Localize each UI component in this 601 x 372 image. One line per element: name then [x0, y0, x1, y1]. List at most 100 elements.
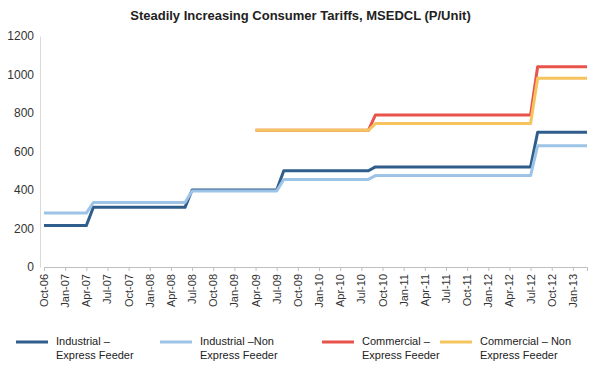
x-tick: Apr-12	[503, 267, 515, 307]
x-tick-mark	[234, 267, 235, 271]
x-tick-label: Jan-08	[144, 274, 156, 308]
x-tick-mark	[467, 267, 468, 271]
legend-item: Commercial – NonExpress Feeder	[440, 335, 571, 360]
lines	[44, 67, 587, 226]
x-tick-mark	[192, 267, 193, 271]
x-axis-line	[45, 268, 588, 272]
x-tick: Oct-08	[207, 267, 219, 307]
x-tick-label: Oct-06	[38, 274, 50, 307]
x-tick-label: Apr-09	[250, 274, 262, 307]
series-line	[256, 78, 587, 130]
x-tick-mark	[509, 267, 510, 271]
x-tick-mark	[361, 267, 362, 271]
x-tick-mark	[425, 267, 426, 271]
x-tick: Jul-08	[186, 267, 198, 304]
x-tick: Oct-11	[461, 267, 473, 306]
y-tick: 600	[14, 145, 40, 159]
legend-label: Commercial –Express Feeder	[362, 335, 440, 360]
y-tick-label: 1000	[7, 68, 34, 82]
x-tick-mark	[552, 267, 553, 271]
x-tick: Jan-10	[313, 267, 325, 308]
x-tick-label: Apr-07	[80, 274, 92, 307]
x-tick-label: Jul-07	[101, 274, 113, 304]
y-tick-label: 800	[14, 106, 34, 120]
y-tick-label: 600	[14, 145, 34, 159]
x-tick: Oct-12	[546, 267, 558, 307]
x-tick: Jan-08	[144, 267, 156, 308]
x-tick-mark	[65, 267, 66, 271]
x-tick-mark	[150, 267, 151, 271]
legend-item: Industrial –NonExpress Feeder	[160, 335, 278, 360]
x-tick: Jul-11	[440, 267, 452, 303]
y-tick: 1200	[7, 29, 40, 43]
x-tick: Apr-09	[250, 267, 262, 307]
x-tick-mark	[446, 267, 447, 271]
x-tick-mark	[340, 267, 341, 271]
legend: Industrial –Express Feeder Industrial –No…	[16, 335, 571, 360]
x-tick: Apr-08	[165, 267, 177, 307]
x-tick-mark	[171, 267, 172, 271]
x-tick-mark	[319, 267, 320, 271]
x-tick: Jan-12	[482, 267, 494, 308]
y-tick-label: 0	[27, 260, 34, 274]
legend-item: Commercial –Express Feeder	[322, 335, 440, 360]
series-line	[44, 146, 587, 213]
x-tick: Apr-11	[419, 267, 431, 306]
y-tick-label: 400	[14, 183, 34, 197]
y-tick-label: 1200	[7, 29, 34, 43]
series-line	[44, 132, 587, 225]
x-tick: Jan-13	[567, 267, 579, 308]
x-tick: Jul-12	[525, 267, 537, 304]
x-tick-label: Apr-11	[419, 274, 431, 306]
x-tick: Oct-10	[377, 267, 389, 307]
x-tick: Oct-09	[292, 267, 304, 307]
x-tick-label: Oct-09	[292, 274, 304, 307]
x-tick-mark	[404, 267, 405, 271]
x-tick-label: Oct-12	[546, 274, 558, 307]
x-tick-mark	[298, 267, 299, 271]
chart: Steadily Increasing Consumer Tariffs, MS…	[0, 0, 601, 372]
x-tick-label: Oct-07	[123, 274, 135, 307]
x-tick: Jan-07	[59, 267, 71, 308]
y-tick: 400	[14, 183, 40, 197]
y-tick: 200	[14, 222, 40, 236]
x-tick-mark	[277, 267, 278, 271]
x-tick-mark	[107, 267, 108, 271]
x-tick: Apr-10	[334, 267, 346, 307]
x-tick: Oct-06	[38, 267, 50, 307]
title: Steadily Increasing Consumer Tariffs, MS…	[130, 8, 470, 23]
x-tick-label: Oct-10	[377, 274, 389, 307]
y-tick: 800	[14, 106, 40, 120]
legend-swatch	[16, 341, 48, 344]
legend-item: Industrial –Express Feeder	[16, 335, 134, 360]
legend-swatch	[440, 341, 472, 344]
x-tick-label: Jul-11	[440, 274, 452, 303]
x-tick-label: Jan-13	[567, 274, 579, 308]
x-tick-label: Jul-09	[271, 274, 283, 304]
x-tick-label: Apr-08	[165, 274, 177, 307]
x-tick-label: Oct-08	[207, 274, 219, 307]
y-tick-label: 200	[14, 222, 34, 236]
x-tick-label: Jul-08	[186, 274, 198, 304]
x-tick-label: Jan-11	[398, 274, 410, 307]
x-tick: Apr-07	[80, 267, 92, 307]
x-tick: Jul-10	[355, 267, 367, 304]
x-tick-label: Jan-09	[228, 274, 240, 308]
x-tick: Jul-07	[101, 267, 113, 304]
x-tick-label: Jul-10	[355, 274, 367, 304]
x-tick: Jan-11	[398, 267, 410, 307]
legend-label: Industrial –NonExpress Feeder	[200, 335, 278, 360]
x-tick-mark	[129, 267, 130, 271]
x-tick-mark	[488, 267, 489, 271]
x-tick-label: Jan-07	[59, 274, 71, 308]
y-axis: 0 200 400 600 800 1000 1200	[7, 29, 40, 274]
x-tick-label: Jul-12	[525, 274, 537, 304]
legend-swatch	[160, 341, 192, 344]
x-tick-mark	[44, 267, 45, 271]
y-tick: 0	[27, 260, 40, 274]
x-axis: Oct-06 Jan-07 Apr-07 Jul-07 Oct-07 Jan-08 Apr-…	[38, 267, 587, 308]
x-tick: Jan-09	[228, 267, 240, 308]
series-line	[256, 67, 587, 131]
x-tick-label: Apr-10	[334, 274, 346, 307]
x-tick: Oct-07	[123, 267, 135, 307]
